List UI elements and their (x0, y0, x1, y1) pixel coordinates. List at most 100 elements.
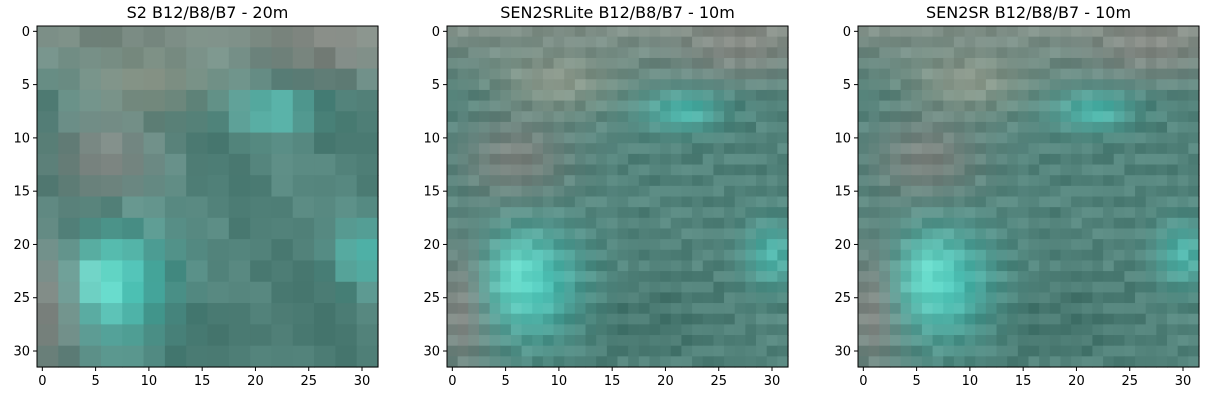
raster-pixel (1071, 153, 1083, 166)
raster-pixel (1188, 281, 1200, 294)
raster-pixel (932, 57, 944, 70)
raster-pixel (228, 345, 251, 368)
raster-pixel (921, 121, 934, 134)
raster-pixel (889, 26, 902, 38)
raster-pixel (692, 175, 704, 187)
raster-pixel (964, 26, 976, 38)
raster-pixel (1039, 47, 1051, 59)
raster-pixel (975, 111, 987, 123)
raster-pixel (900, 271, 912, 283)
raster-pixel (596, 89, 608, 102)
raster-pixel (617, 303, 629, 315)
raster-pixel (734, 281, 746, 294)
raster-pixel (1092, 281, 1104, 294)
raster-pixel (596, 79, 608, 91)
raster-pixel (756, 345, 768, 357)
raster-pixel (1135, 164, 1147, 176)
raster-pixel (79, 217, 102, 240)
raster-pixel (1156, 47, 1168, 59)
raster-pixel (596, 356, 608, 368)
raster-pixel (734, 207, 746, 219)
raster-pixel (1017, 79, 1030, 91)
raster-pixel (1188, 185, 1200, 198)
raster-pixel (1177, 132, 1189, 144)
raster-pixel (596, 335, 608, 347)
raster-pixel (1167, 356, 1179, 368)
raster-pixel (649, 217, 661, 230)
raster-pixel (681, 89, 693, 102)
raster-pixel (228, 89, 251, 112)
raster-pixel (1124, 313, 1136, 325)
raster-pixel (911, 356, 923, 368)
raster-pixel (489, 345, 501, 357)
raster-pixel (457, 239, 469, 251)
raster-pixel (250, 68, 273, 91)
raster-pixel (1188, 196, 1200, 208)
raster-pixel (702, 356, 715, 368)
raster-pixel (585, 196, 597, 208)
raster-pixel (489, 196, 501, 208)
raster-pixel (1177, 292, 1189, 304)
raster-pixel (521, 292, 533, 304)
raster-pixel (1017, 47, 1030, 59)
raster-pixel (617, 313, 629, 325)
raster-pixel (186, 132, 209, 155)
raster-pixel (1028, 153, 1040, 166)
raster-pixel (734, 292, 746, 304)
raster-pixel (186, 303, 209, 325)
raster-pixel (606, 100, 619, 112)
raster-pixel (996, 345, 1008, 357)
raster-pixel (670, 47, 683, 59)
raster-pixel (1039, 111, 1051, 123)
raster-pixel (745, 164, 757, 176)
raster-pixel (617, 100, 629, 112)
raster-pixel (510, 249, 523, 262)
raster-pixel (1028, 36, 1040, 48)
raster-pixel (1135, 196, 1147, 208)
raster-pixel (996, 292, 1008, 304)
raster-pixel (1135, 100, 1147, 112)
raster-pixel (900, 249, 912, 262)
raster-pixel (879, 303, 891, 315)
raster-pixel (858, 335, 870, 347)
raster-pixel (553, 89, 565, 102)
raster-pixel (1081, 324, 1094, 336)
raster-pixel (553, 26, 565, 38)
raster-pixel (617, 89, 629, 102)
raster-pixel (900, 79, 912, 91)
raster-pixel (868, 185, 880, 198)
raster-pixel (585, 89, 597, 102)
raster-pixel (37, 47, 59, 70)
raster-pixel (702, 111, 715, 123)
x-tick-label: 10 (962, 374, 979, 389)
raster-pixel (777, 239, 789, 251)
raster-pixel (777, 57, 789, 70)
raster-pixel (1167, 239, 1179, 251)
raster-pixel (649, 313, 661, 325)
raster-pixel (1113, 281, 1126, 294)
raster-pixel (356, 175, 379, 198)
raster-pixel (596, 281, 608, 294)
raster-pixel (953, 335, 966, 347)
raster-pixel (292, 217, 315, 240)
raster-pixel (542, 356, 555, 368)
raster-pixel (521, 79, 533, 91)
raster-pixel (356, 132, 379, 155)
raster-pixel (1049, 57, 1062, 70)
raster-pixel (681, 26, 693, 38)
raster-pixel (58, 175, 81, 198)
raster-pixel (868, 143, 880, 155)
raster-pixel (1177, 207, 1189, 219)
raster-pixel (911, 153, 923, 166)
raster-pixel (900, 292, 912, 304)
raster-pixel (1113, 89, 1126, 102)
raster-pixel (975, 292, 987, 304)
raster-pixel (356, 111, 379, 134)
raster-pixel (660, 26, 672, 38)
raster-pixel (1135, 313, 1147, 325)
raster-pixel (900, 313, 912, 325)
raster-pixel (745, 335, 757, 347)
raster-pixel (1113, 153, 1126, 166)
raster-pixel (692, 271, 704, 283)
raster-pixel (943, 324, 955, 336)
